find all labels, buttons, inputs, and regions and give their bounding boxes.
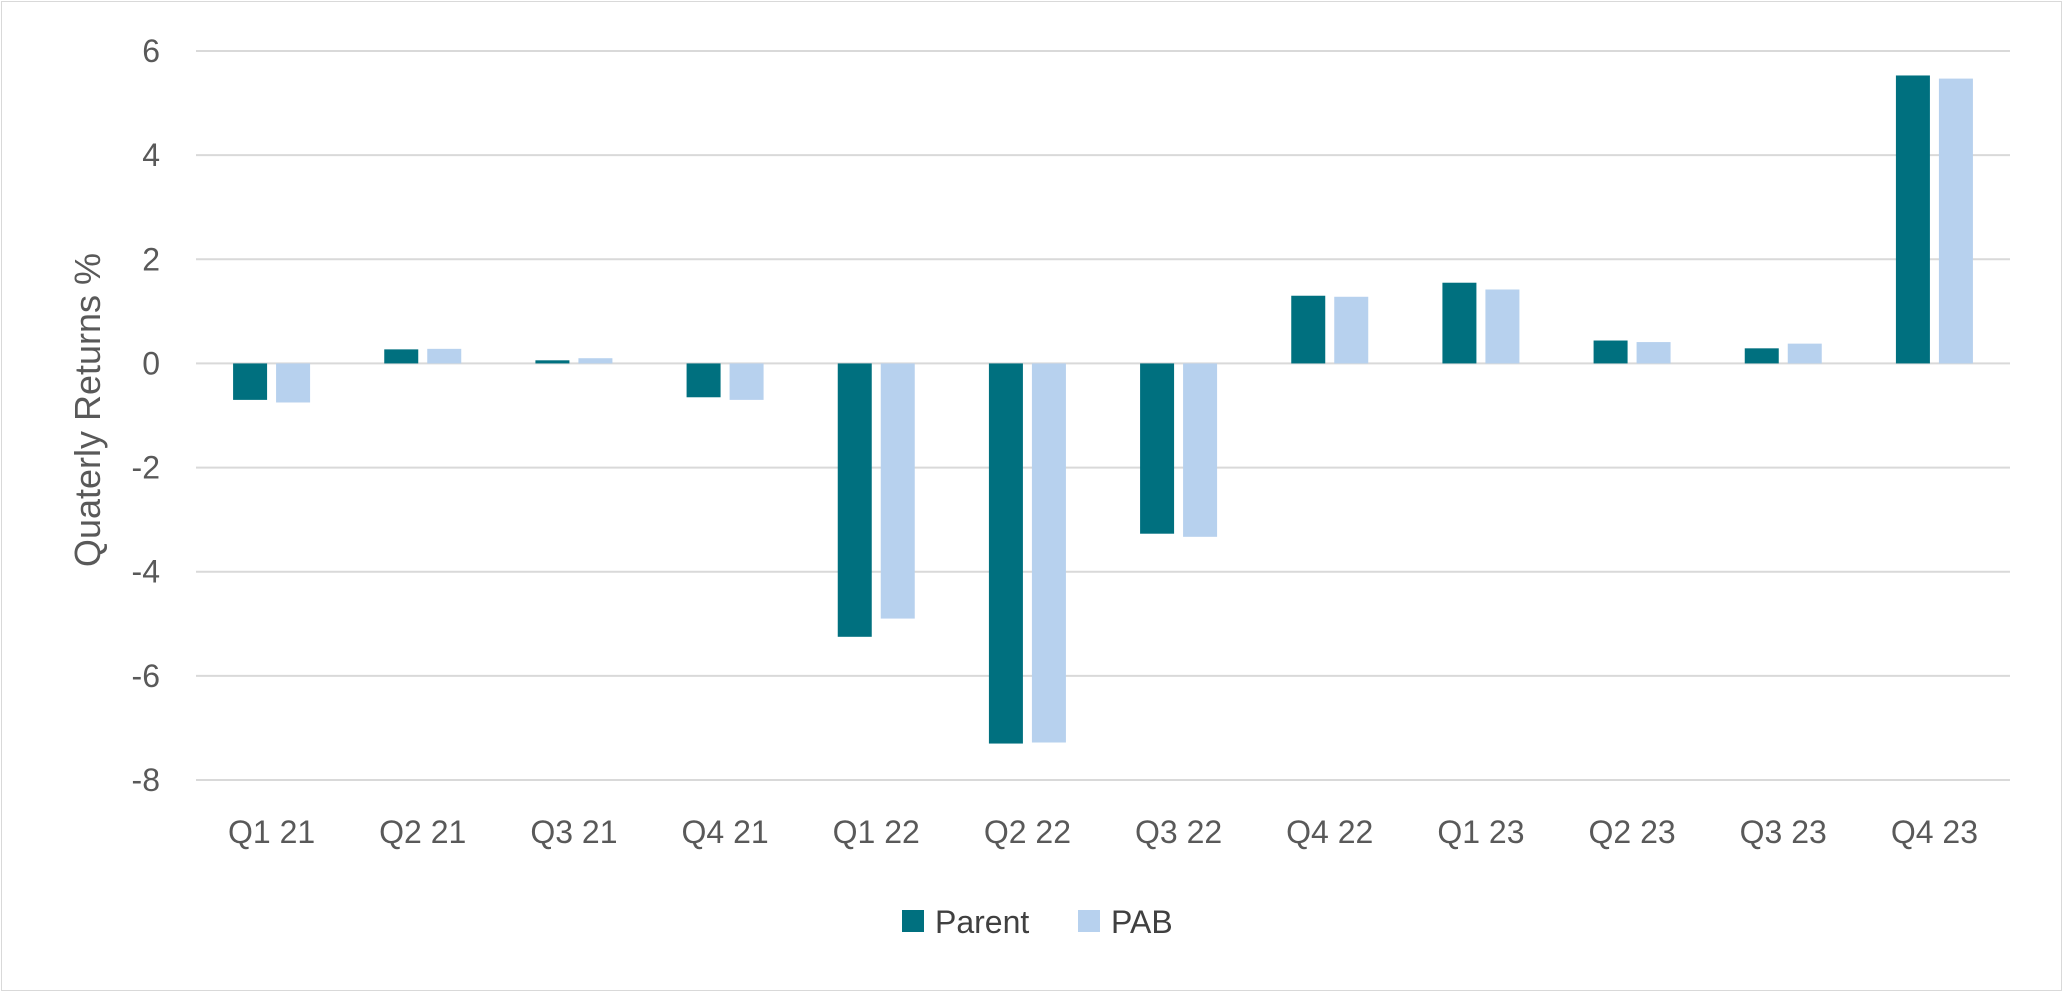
x-tick-label: Q4 22 bbox=[1286, 814, 1373, 850]
gridlines bbox=[196, 50, 2010, 781]
bar-parent bbox=[1442, 282, 1477, 364]
legend-swatch-parent bbox=[902, 910, 924, 932]
bar-pab bbox=[578, 358, 613, 364]
y-tick-label: -8 bbox=[132, 762, 160, 798]
x-tick-label: Q3 22 bbox=[1135, 814, 1222, 850]
x-axis-ticks: Q1 21 Q2 21 Q3 21 Q4 21 Q1 22 Q2 22 Q3 22 Q4 22… bbox=[228, 814, 1978, 850]
y-axis-title: Quaterly Returns % bbox=[67, 253, 108, 567]
y-axis-ticks: 6 4 2 0 -2 -4 -6 -8 bbox=[132, 33, 160, 798]
x-tick-label: Q2 21 bbox=[379, 814, 466, 850]
x-tick-label: Q1 23 bbox=[1437, 814, 1524, 850]
y-tick-label: 4 bbox=[142, 137, 160, 173]
bar-pab bbox=[427, 348, 462, 364]
x-tick-label: Q2 22 bbox=[984, 814, 1071, 850]
bar-pab bbox=[1183, 363, 1218, 537]
legend-label-parent: Parent bbox=[935, 904, 1029, 940]
bar-parent bbox=[535, 360, 570, 364]
x-tick-label: Q3 21 bbox=[530, 814, 617, 850]
bar-parent bbox=[686, 363, 721, 398]
bar-parent bbox=[384, 349, 419, 364]
x-tick-label: Q2 23 bbox=[1588, 814, 1675, 850]
x-tick-label: Q1 21 bbox=[228, 814, 315, 850]
y-tick-label: 0 bbox=[142, 345, 160, 381]
bar-pab bbox=[1636, 342, 1671, 364]
x-tick-label: Q4 23 bbox=[1891, 814, 1978, 850]
legend: Parent PAB bbox=[902, 904, 1173, 940]
bar-pab bbox=[276, 363, 311, 403]
bar-parent bbox=[1291, 295, 1326, 364]
bar-pab bbox=[1485, 289, 1520, 364]
x-tick-label: Q4 21 bbox=[681, 814, 768, 850]
y-tick-label: 2 bbox=[142, 241, 160, 277]
y-tick-label: 6 bbox=[142, 33, 160, 69]
bar-parent bbox=[1140, 363, 1175, 534]
y-tick-label: -6 bbox=[132, 658, 160, 694]
bar-pab bbox=[1334, 296, 1369, 364]
bars bbox=[233, 75, 1973, 744]
y-tick-label: -2 bbox=[132, 450, 160, 486]
bar-parent bbox=[988, 363, 1023, 744]
bar-pab bbox=[1787, 343, 1822, 364]
bar-pab bbox=[729, 363, 764, 400]
bar-pab bbox=[1031, 363, 1066, 743]
bar-parent bbox=[1744, 348, 1779, 364]
legend-label-pab: PAB bbox=[1111, 904, 1173, 940]
bar-parent bbox=[837, 363, 872, 637]
bar-pab bbox=[1938, 78, 1973, 364]
bar-parent bbox=[1895, 75, 1930, 364]
bar-parent bbox=[1593, 340, 1628, 364]
bar-pab bbox=[880, 363, 915, 619]
bar-parent bbox=[233, 363, 268, 400]
y-tick-label: -4 bbox=[132, 554, 160, 590]
x-tick-label: Q1 22 bbox=[833, 814, 920, 850]
x-tick-label: Q3 23 bbox=[1740, 814, 1827, 850]
legend-swatch-pab bbox=[1078, 910, 1100, 932]
